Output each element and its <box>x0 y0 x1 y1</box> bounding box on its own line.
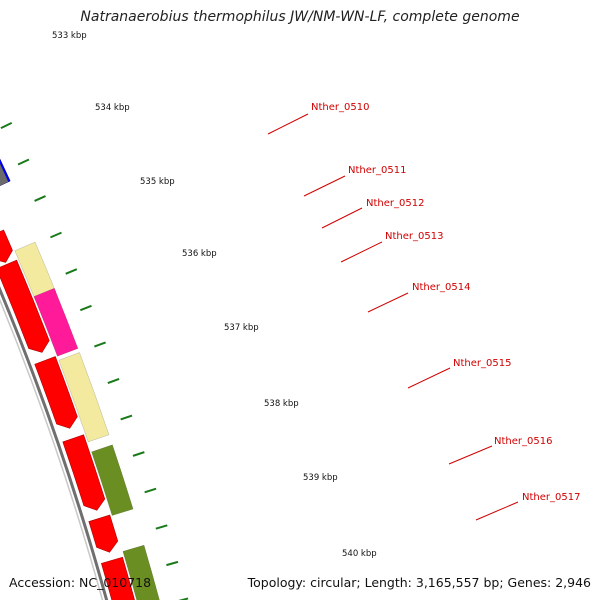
gene-leader-line <box>267 113 309 135</box>
gene-feature <box>91 444 134 516</box>
gene-feature <box>33 287 79 357</box>
gene-leader-line <box>340 241 383 263</box>
cds-feature <box>34 356 78 429</box>
gene-label: Nther_0514 <box>412 282 470 293</box>
backbone-arc <box>0 286 109 600</box>
outer-tick <box>144 487 157 494</box>
gene-feature <box>0 163 9 186</box>
scale-tick-label: 533 kbp <box>52 31 87 41</box>
outer-tick <box>34 195 46 202</box>
gene-feature <box>122 544 160 600</box>
genome-summary-text: Topology: circular; Length: 3,165,557 bp… <box>247 575 591 590</box>
scale-tick-label: 534 kbp <box>95 103 130 113</box>
gene-label: Nther_0511 <box>348 165 406 176</box>
outer-tick <box>132 451 145 457</box>
gene-leader-line <box>367 292 409 313</box>
outer-tick <box>120 414 133 421</box>
accession-text: Accession: NC_010718 <box>9 575 152 590</box>
outer-tick <box>50 231 62 239</box>
gene-label: Nther_0510 <box>311 102 369 113</box>
gene-leader-line <box>407 367 451 389</box>
scale-tick-label: 536 kbp <box>182 249 217 259</box>
outer-tick <box>0 122 13 129</box>
cds-feature <box>62 434 106 511</box>
gene-label: Nther_0513 <box>385 231 443 242</box>
gene-label: Nther_0517 <box>522 492 580 503</box>
genome-title: Natranaerobius thermophilus JW/NM-WN-LF,… <box>80 9 520 25</box>
scale-tick-label: 535 kbp <box>140 177 175 187</box>
gene-label: Nther_0512 <box>366 198 424 209</box>
outer-tick <box>166 560 179 567</box>
outer-tick <box>155 524 168 530</box>
backbone-arc-inner <box>0 298 104 600</box>
gene-label: Nther_0516 <box>494 436 552 447</box>
scale-tick-label: 540 kbp <box>342 549 377 559</box>
scale-tick-label: 539 kbp <box>303 473 338 483</box>
gene-leader-line <box>303 175 346 197</box>
gene-label: Nther_0515 <box>453 358 511 369</box>
outer-tick <box>94 341 106 348</box>
gene-leader-line <box>475 501 519 521</box>
cds-feature <box>0 259 50 353</box>
gene-leader-line <box>321 207 363 229</box>
outer-tick <box>65 268 78 275</box>
gene-feature <box>58 352 110 443</box>
outer-tick <box>79 304 92 312</box>
cds-feature <box>101 556 135 600</box>
outer-tick <box>107 378 120 384</box>
cds-feature <box>0 229 13 263</box>
scale-tick-label: 538 kbp <box>264 399 299 409</box>
scale-tick-label: 537 kbp <box>224 323 259 333</box>
outer-tick <box>17 158 30 166</box>
outer-tick <box>178 597 189 600</box>
cds-feature <box>88 514 119 553</box>
gene-leader-line <box>448 445 493 465</box>
